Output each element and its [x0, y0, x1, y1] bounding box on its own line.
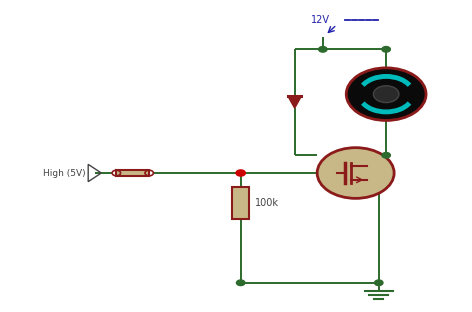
Bar	[233, 187, 249, 219]
Circle shape	[236, 280, 245, 285]
Bar	[117, 170, 149, 176]
Circle shape	[374, 280, 383, 285]
Circle shape	[317, 148, 394, 198]
Circle shape	[382, 46, 390, 52]
Polygon shape	[288, 96, 301, 108]
Circle shape	[382, 153, 390, 158]
Circle shape	[236, 170, 245, 176]
Text: High (5V): High (5V)	[43, 168, 86, 178]
Circle shape	[373, 86, 399, 103]
Text: 100k: 100k	[254, 198, 278, 208]
Circle shape	[319, 46, 327, 52]
Text: 12V: 12V	[311, 15, 330, 25]
Circle shape	[346, 68, 426, 120]
